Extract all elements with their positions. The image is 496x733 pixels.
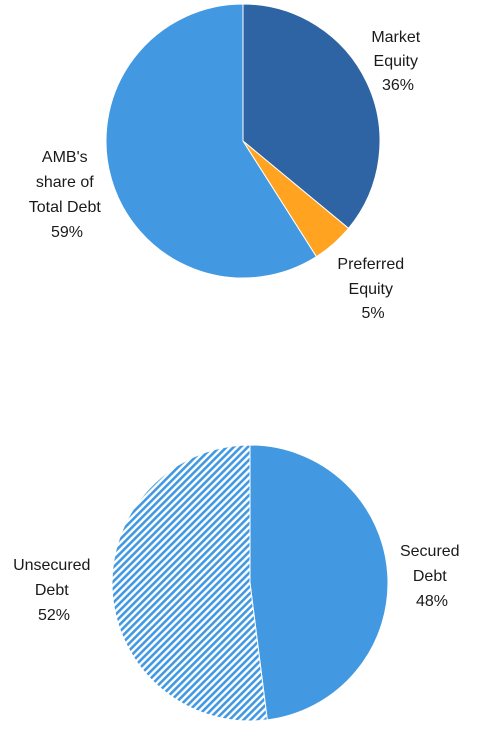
preferred-equity-label: Preferred Equity 5% [337, 256, 408, 322]
unsecured-debt-slice [111, 444, 268, 722]
market-equity-slice [242, 3, 381, 230]
secured-debt-label: Secured Debt 48% [400, 543, 464, 610]
secured-debt-slice [249, 444, 389, 721]
total-debt-slice [105, 3, 318, 279]
debt-pie-chart: Secured Debt 48% Unsecured Debt 52% [13, 444, 464, 722]
capitalization-pie-chart: Market Equity 36% Preferred Equity 5% AM… [29, 3, 424, 322]
market-equity-label: Market Equity 36% [371, 29, 424, 94]
total-debt-label: AMB's share of Total Debt 59% [29, 149, 106, 241]
unsecured-debt-label: Unsecured Debt 52% [13, 557, 95, 624]
